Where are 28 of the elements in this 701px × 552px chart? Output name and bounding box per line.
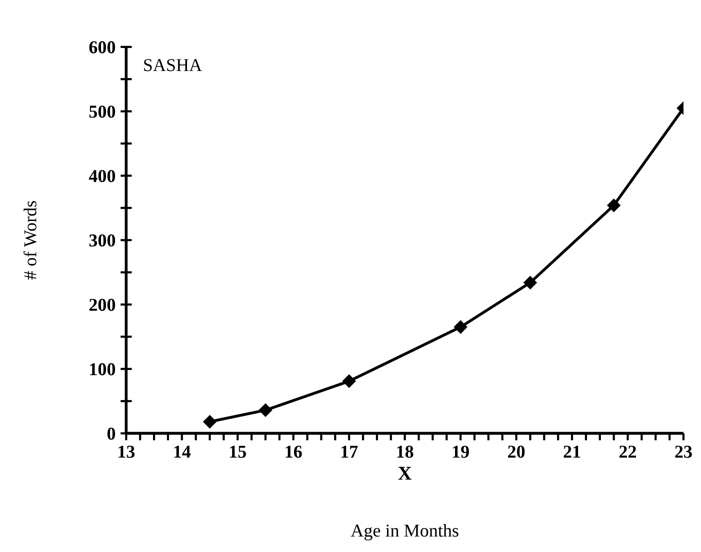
y-tick-label: 0 [107,428,116,440]
x-tick-label: 13 [118,446,135,458]
x-tick-label: 21 [564,446,580,458]
x-tick-label: 14 [174,446,191,458]
point [203,415,216,428]
y-tick-label: 300 [89,234,116,247]
y-tick-label: 600 [89,41,116,54]
text: X [398,466,412,480]
x-axis-title: Age in Months [350,524,458,540]
y-tick-label: 100 [90,363,116,376]
y-axis-title: # of Words [24,201,36,280]
point [258,404,272,417]
x-tick-label: 15 [230,446,246,458]
y-tick-label: 400 [88,170,116,182]
point [607,198,620,212]
x-tick-label: 19 [452,446,469,458]
point [454,320,468,334]
x-tick-label: 23 [675,446,692,458]
point [524,276,537,290]
x-tick-label: 20 [508,446,525,458]
y-tick-label: 200 [89,298,116,311]
x-tick-label: 17 [342,446,358,458]
point [342,374,356,388]
y-tick-label: 500 [89,106,116,118]
x-tick-label: 16 [286,446,302,458]
annotation: SASHA [144,59,202,72]
x-tick-label: 22 [619,446,636,458]
x-tick-label: 18 [397,446,414,458]
